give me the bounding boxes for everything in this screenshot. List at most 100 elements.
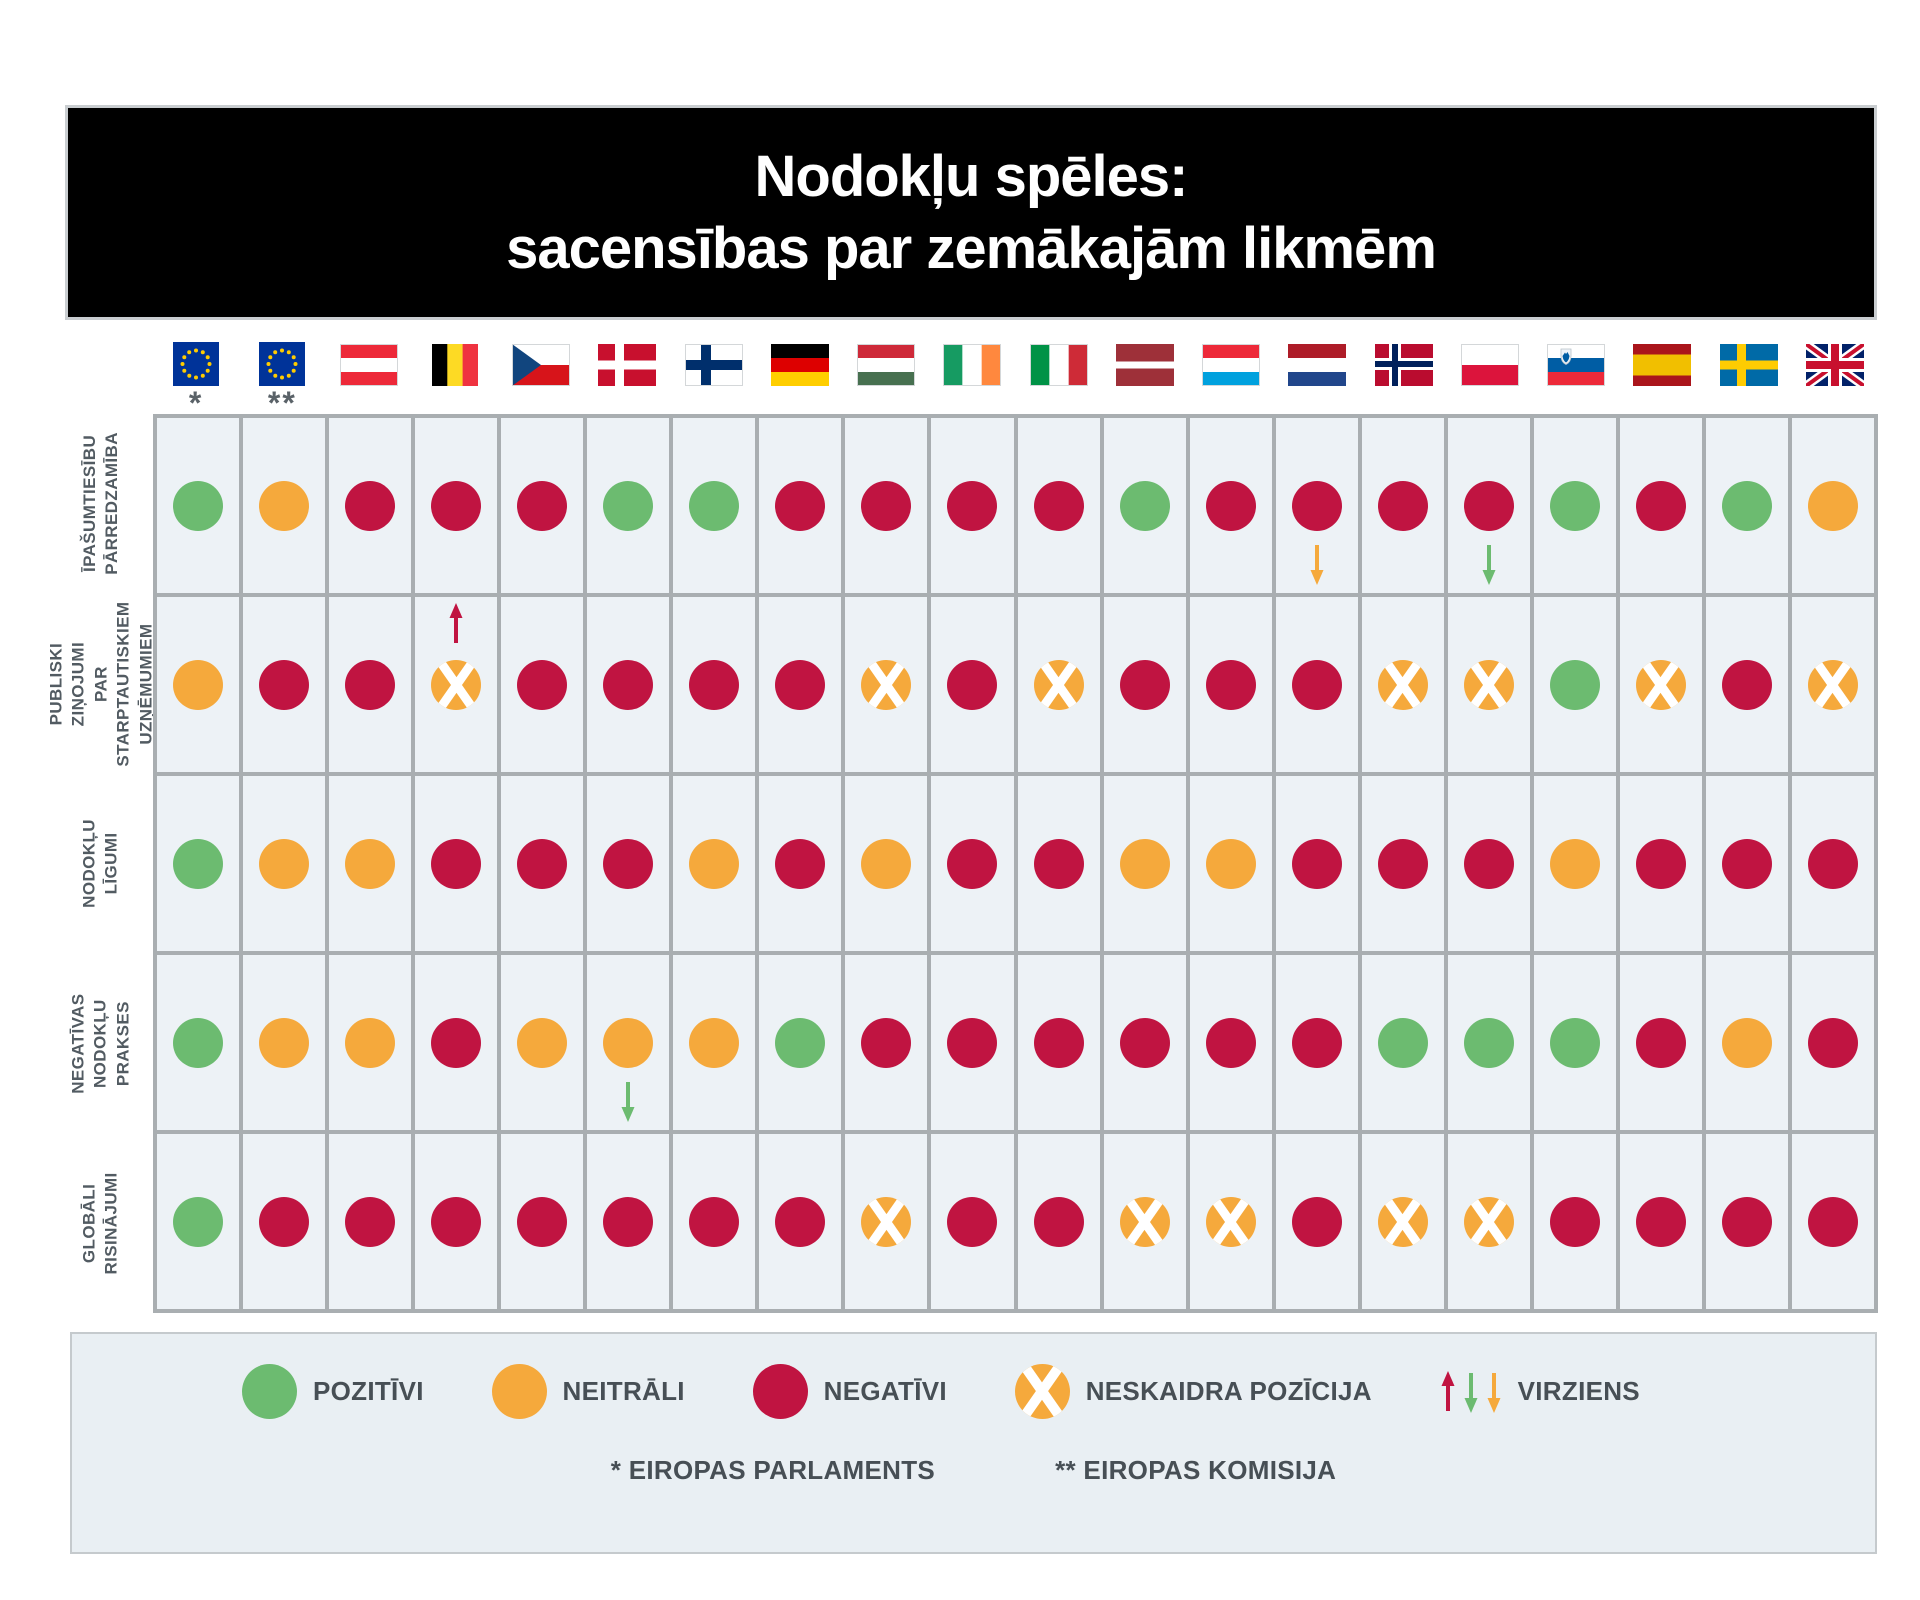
cell-row5-poland xyxy=(1447,1134,1530,1309)
status-dot-P xyxy=(1377,1017,1428,1068)
legend-label: NEITRĀLI xyxy=(562,1376,685,1406)
flag-column-germany xyxy=(757,338,843,416)
cell-row3-european-commission xyxy=(243,776,326,951)
czech-republic-flag-icon xyxy=(512,338,571,386)
status-dot-R xyxy=(1721,659,1772,710)
status-dot-X xyxy=(1377,659,1428,710)
cell-row3-sweden xyxy=(1705,776,1788,951)
status-dot-R xyxy=(1635,1017,1686,1068)
cell-row3-latvia xyxy=(1103,776,1186,951)
cell-row4-belgium xyxy=(415,955,498,1130)
denmark-flag-icon xyxy=(598,338,657,386)
row-labels-column: ĪPAŠUMTIESĪBU PĀRREDZAMĪBA PUBLISKI ZIŅOJ… xyxy=(46,414,155,1313)
cell-row4-latvia xyxy=(1103,955,1186,1130)
status-dot-R xyxy=(947,1196,998,1247)
flag-column-ireland xyxy=(929,338,1015,416)
row-label-2: PUBLISKI ZIŅOJUMI PAR STARPTAUTISKIEM UZ… xyxy=(46,594,155,774)
flag-column-austria xyxy=(326,338,412,416)
cell-row1-hungary xyxy=(845,418,928,593)
direction-arrows-icon xyxy=(1440,1368,1502,1416)
cell-row4-luxembourg xyxy=(1189,955,1272,1130)
status-dot-X xyxy=(861,1196,912,1247)
cell-row2-ireland xyxy=(931,597,1014,772)
trend-arrow-down-icon xyxy=(620,1079,636,1123)
legend-label: NEGATĪVI xyxy=(823,1376,947,1406)
flag-column-sweden xyxy=(1706,338,1792,416)
status-dot-P xyxy=(173,1017,224,1068)
cell-row5-luxembourg xyxy=(1189,1134,1272,1309)
netherlands-flag-icon xyxy=(1288,338,1347,386)
footnote-2: ** EIROPAS KOMISIJA xyxy=(1055,1455,1337,1485)
cell-row4-norway xyxy=(1361,955,1444,1130)
status-dot-N xyxy=(1807,480,1858,531)
cell-row1-italy xyxy=(1017,418,1100,593)
status-dot-R xyxy=(1635,480,1686,531)
status-dot-R xyxy=(345,659,396,710)
cell-row3-slovenia xyxy=(1533,776,1616,951)
cell-row3-ireland xyxy=(931,776,1014,951)
luxembourg-flag-icon xyxy=(1202,338,1261,386)
cell-row4-italy xyxy=(1017,955,1100,1130)
cell-row2-germany xyxy=(759,597,842,772)
status-dot-N xyxy=(259,1017,310,1068)
legend-label: POZITĪVI xyxy=(313,1376,424,1406)
status-dot-R xyxy=(517,480,568,531)
cell-row2-norway xyxy=(1361,597,1444,772)
trend-arrow-down-icon xyxy=(1309,542,1325,586)
cell-row2-denmark xyxy=(587,597,670,772)
cell-row4-poland xyxy=(1447,955,1530,1130)
cell-row2-latvia xyxy=(1103,597,1186,772)
cell-row5-slovenia xyxy=(1533,1134,1616,1309)
norway-flag-icon xyxy=(1374,338,1433,386)
status-dot-R xyxy=(259,659,310,710)
country-flags-row: * ** xyxy=(153,338,1878,419)
legend-item-virziens: VIRZIENS xyxy=(1440,1368,1640,1416)
cell-row1-denmark xyxy=(587,418,670,593)
status-dot-R xyxy=(1721,1196,1772,1247)
legend-label: NESKAIDRA POZĪCIJA xyxy=(1085,1376,1372,1406)
status-dot-N xyxy=(259,838,310,889)
cell-row1-finland xyxy=(673,418,756,593)
status-dot-R xyxy=(1463,838,1514,889)
status-dot-R xyxy=(517,659,568,710)
cell-row5-european-commission xyxy=(243,1134,326,1309)
cell-row2-czech-republic xyxy=(501,597,584,772)
status-dot-X xyxy=(1205,1196,1256,1247)
status-dot-P xyxy=(1119,480,1170,531)
status-dot-R xyxy=(1635,838,1686,889)
cell-row5-latvia xyxy=(1103,1134,1186,1309)
cell-row2-spain xyxy=(1619,597,1702,772)
cell-row1-united-kingdom xyxy=(1791,418,1874,593)
legend-dot-N xyxy=(491,1364,547,1419)
status-dot-R xyxy=(689,659,740,710)
status-dot-R xyxy=(861,1017,912,1068)
status-dot-R xyxy=(603,659,654,710)
status-dot-R xyxy=(1033,1017,1084,1068)
cell-row3-hungary xyxy=(845,776,928,951)
status-dot-R xyxy=(775,838,826,889)
flag-column-italy xyxy=(1016,338,1102,416)
cell-row4-finland xyxy=(673,955,756,1130)
cell-row4-germany xyxy=(759,955,842,1130)
status-dot-P xyxy=(775,1017,826,1068)
cell-row2-european-parliament xyxy=(157,597,240,772)
cell-row4-european-parliament xyxy=(157,955,240,1130)
trend-arrow-down-icon xyxy=(1463,1368,1479,1416)
cell-row3-belgium xyxy=(415,776,498,951)
cell-row5-czech-republic xyxy=(501,1134,584,1309)
cell-row1-spain xyxy=(1619,418,1702,593)
status-dot-N xyxy=(517,1017,568,1068)
row-label-5: GLOBĀLI RISINĀJUMI xyxy=(52,1133,150,1313)
poland-flag-icon xyxy=(1460,338,1519,386)
status-dot-R xyxy=(861,480,912,531)
cell-row2-belgium xyxy=(415,597,498,772)
status-dot-R xyxy=(1205,659,1256,710)
cell-row1-austria xyxy=(329,418,412,593)
cell-row1-belgium xyxy=(415,418,498,593)
status-dot-R xyxy=(1119,659,1170,710)
status-dot-R xyxy=(775,480,826,531)
cell-row3-germany xyxy=(759,776,842,951)
cell-row3-spain xyxy=(1619,776,1702,951)
legend-footnotes: * EIROPAS PARLAMENTS ** EIROPAS KOMISIJA xyxy=(72,1455,1875,1486)
status-dot-R xyxy=(1033,480,1084,531)
